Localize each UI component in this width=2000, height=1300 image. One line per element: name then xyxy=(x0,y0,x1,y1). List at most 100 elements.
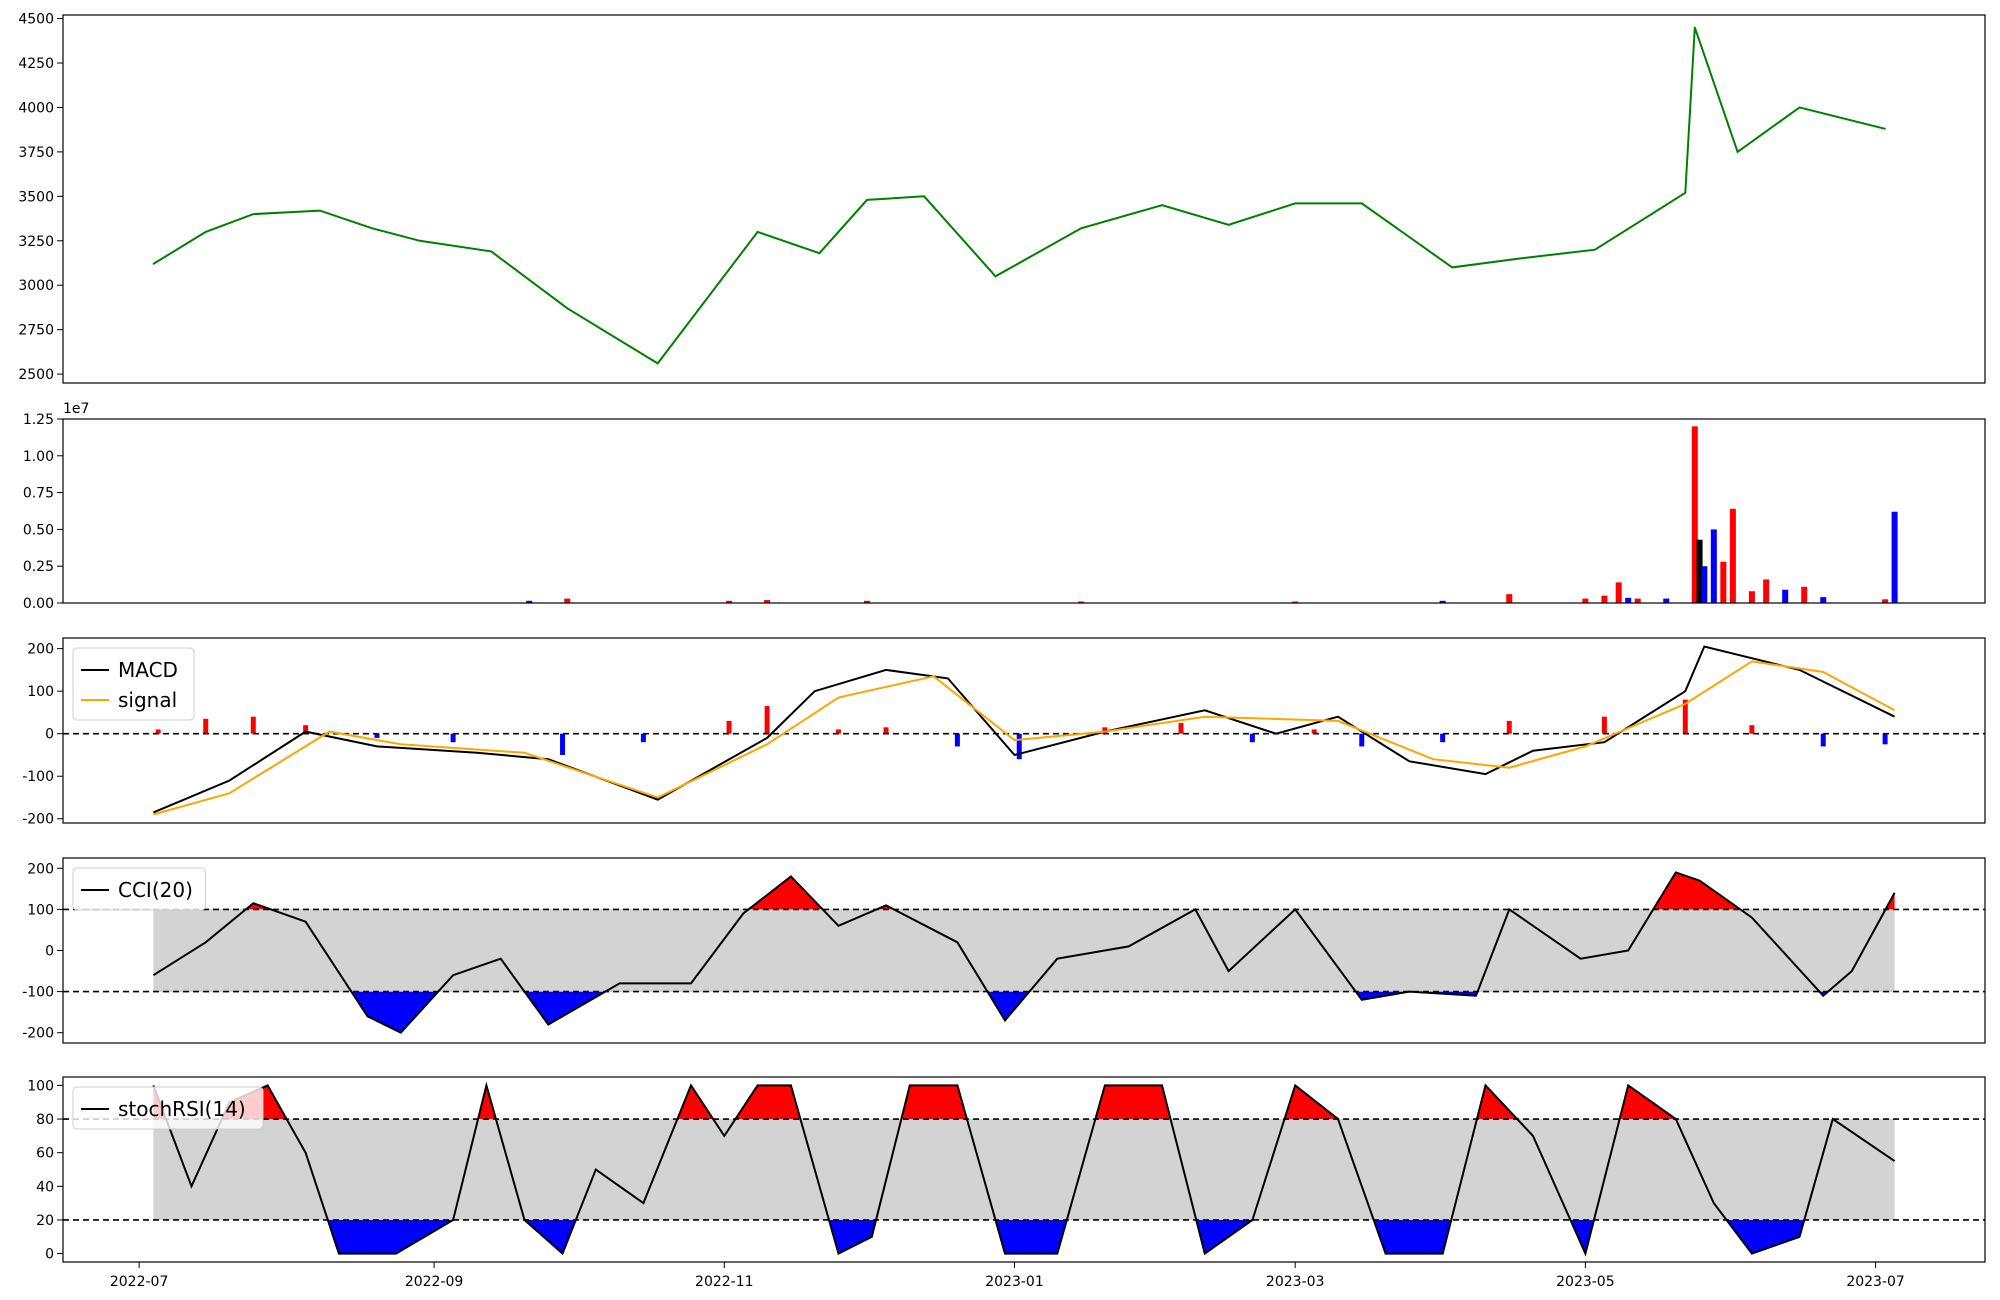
y-tick-label: 3250 xyxy=(18,234,54,250)
y-tick-label: 4250 xyxy=(18,56,54,72)
price-point xyxy=(490,250,492,253)
volume-bar xyxy=(1729,508,1736,603)
volume-bar xyxy=(1701,566,1708,603)
legend-label: stochRSI(14) xyxy=(118,1097,246,1121)
y-tick-label: -100 xyxy=(22,769,54,785)
macd-histogram-bar xyxy=(450,733,456,743)
price-point xyxy=(1294,202,1296,205)
y-tick-label: 2750 xyxy=(18,323,54,339)
price-point xyxy=(419,239,421,242)
macd-histogram-bar xyxy=(1749,725,1755,734)
macd-histogram-bar xyxy=(1178,723,1184,734)
price-point xyxy=(1517,257,1520,260)
cci-panel: -200 -100 0 100 200 CCI(20) xyxy=(22,857,1986,1044)
y-tick-label: -200 xyxy=(22,812,54,828)
price-point xyxy=(1360,202,1363,205)
price-point xyxy=(866,199,868,201)
y-tick-label: 1.00 xyxy=(23,449,54,465)
volume-bar xyxy=(1691,426,1698,603)
x-tick-label: 2023-05 xyxy=(1556,1274,1615,1290)
y-tick-label: 80 xyxy=(36,1112,54,1128)
macd-histogram-bar xyxy=(155,729,161,734)
volume-bar xyxy=(1748,591,1755,603)
volume-bar xyxy=(1763,579,1770,603)
macd-line xyxy=(153,645,1896,814)
x-tick-label: 2022-11 xyxy=(695,1274,754,1290)
price-point xyxy=(371,227,374,230)
macd-histogram-bar xyxy=(203,718,209,734)
price-point xyxy=(756,231,759,233)
price-point xyxy=(1227,223,1230,226)
volume-bar xyxy=(1078,601,1085,603)
volume-bar xyxy=(1582,598,1589,603)
macd-histogram-bar xyxy=(954,733,960,747)
y-tick-label: 1.25 xyxy=(23,412,54,428)
y-tick-label: 100 xyxy=(27,684,54,700)
volume-bar xyxy=(526,600,533,603)
stochrsi-line xyxy=(152,1081,1896,1257)
y-tick-label: 4000 xyxy=(18,100,54,116)
plot-frame xyxy=(62,14,1986,384)
price-point xyxy=(1884,127,1886,130)
oversold-fill xyxy=(153,1219,1895,1254)
macd-histogram-bar xyxy=(1102,727,1108,734)
macd-histogram-bar xyxy=(1506,720,1512,734)
y-tick-label: 0.25 xyxy=(23,559,54,575)
y-tick-label: 0.00 xyxy=(23,596,54,612)
y-tick-label: 20 xyxy=(36,1213,54,1229)
macd-histogram-bar xyxy=(1440,733,1446,743)
legend-box xyxy=(72,1086,264,1130)
volume-bar xyxy=(726,600,733,603)
volume-bar xyxy=(1615,582,1622,603)
macd-histogram-bar xyxy=(560,733,566,755)
y-tick-label: -100 xyxy=(22,985,54,1001)
volume-bar xyxy=(1782,589,1789,603)
volume-bar xyxy=(1634,598,1641,603)
y-tick-label: 200 xyxy=(27,642,54,658)
legend-box xyxy=(72,647,195,721)
volume-bar xyxy=(1663,598,1670,603)
price-panel: 2500 2750 3000 3250 3500 3750 4000 4250 4500 xyxy=(18,12,1986,384)
macd-histogram-bar xyxy=(1820,733,1826,747)
price-point xyxy=(994,275,997,278)
volume-bar xyxy=(1625,597,1632,603)
volume-bar xyxy=(1891,511,1898,603)
y-tick-label: 2500 xyxy=(18,367,54,383)
price-point xyxy=(204,231,207,233)
neutral-band xyxy=(153,909,1895,992)
price-point xyxy=(1161,204,1163,207)
plot-background xyxy=(63,419,1985,603)
overbought-fill xyxy=(245,872,1895,910)
macd-histogram-bar xyxy=(1016,733,1022,760)
macd-histogram-bar xyxy=(374,733,380,738)
y-tick-label: 40 xyxy=(36,1179,54,1195)
y-tick-label: 3500 xyxy=(18,189,54,205)
cci-line xyxy=(152,871,1896,1034)
y-tick-label: 0.50 xyxy=(23,522,54,538)
x-tick-label: 2023-03 xyxy=(1266,1274,1325,1290)
x-axis: 2022-07 2022-09 2022-11 2023-01 2023-03 2023-… xyxy=(110,1262,1905,1290)
price-point xyxy=(1736,151,1739,153)
y-tick-label: 200 xyxy=(27,861,54,877)
macd-histogram-bar xyxy=(1359,733,1365,747)
price-point xyxy=(152,263,155,265)
price-point xyxy=(252,213,255,215)
signal-line xyxy=(153,660,1896,816)
price-point xyxy=(1594,248,1596,251)
macd-histogram-bar xyxy=(726,720,732,734)
volume-bar xyxy=(1292,601,1299,603)
y-tick-label: 0 xyxy=(45,727,54,743)
y-tick-label: -200 xyxy=(22,1026,54,1042)
macd-histogram-bar xyxy=(640,733,646,743)
legend-box xyxy=(72,867,206,911)
price-point xyxy=(656,362,659,365)
plot-frame xyxy=(62,637,1986,824)
macd-histogram-bar xyxy=(1311,729,1317,734)
legend-label: MACD xyxy=(118,658,178,682)
price-point xyxy=(1451,266,1453,269)
y-tick-label: 3750 xyxy=(18,145,54,161)
volume-bar xyxy=(1882,599,1889,603)
macd-histogram-bar xyxy=(250,716,256,734)
volume-bar xyxy=(1506,594,1513,603)
